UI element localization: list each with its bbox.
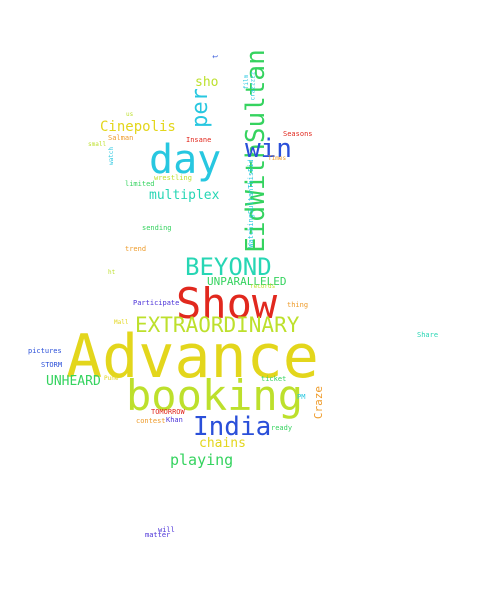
word-us: us xyxy=(126,111,134,118)
word-pune: Pune xyxy=(104,375,119,382)
word-participate: Participate xyxy=(133,299,180,307)
word-unparalleled: UNPARALLELED xyxy=(207,275,287,288)
word-sending: sending xyxy=(142,224,172,232)
word-khan: Khan xyxy=(166,416,183,424)
word-insane: Insane xyxy=(186,136,212,144)
word-small: small xyxy=(88,141,107,148)
word-playing: playing xyxy=(170,451,234,469)
word-t: t xyxy=(211,54,220,59)
word-trend: trend xyxy=(125,245,147,253)
word-storm: STORM xyxy=(41,361,63,369)
word-limited: limited xyxy=(125,180,155,188)
word-records: records xyxy=(250,283,276,290)
word-unheard: UNHEARD xyxy=(46,374,101,389)
word-chains: chains xyxy=(199,436,246,451)
word-watchingsultanthiseid: WatchingSultanThisEid xyxy=(246,159,255,248)
word-tomorrow: TOMORROW xyxy=(151,408,185,416)
word-booking: booking xyxy=(126,371,304,420)
word-ticket: ticket xyxy=(261,375,287,383)
word-beyond: BEYOND xyxy=(185,253,272,281)
word-per: per xyxy=(187,88,213,128)
word-pictures: pictures xyxy=(28,347,62,355)
word-film: film xyxy=(243,74,251,90)
word-salman: Salman xyxy=(108,134,134,142)
word-cinepolis: Cinepolis xyxy=(100,119,176,135)
word-ht: ht xyxy=(108,269,116,276)
word-seasons: Seasons xyxy=(283,130,313,138)
word-contest: contest xyxy=(136,417,166,425)
word-crazzzzz: crazzzzz xyxy=(249,71,257,101)
word-ready: ready xyxy=(271,424,293,432)
word-wrestling: wrestling xyxy=(154,174,192,182)
word-thing: thing xyxy=(287,301,309,309)
word-extraordinary: EXTRAORDINARY xyxy=(135,313,300,337)
word-win: win xyxy=(245,134,292,164)
word-matter: matter xyxy=(145,531,171,539)
word-multiplex: multiplex xyxy=(149,188,220,203)
word-day: day xyxy=(149,137,222,183)
word-times: Times xyxy=(268,155,287,162)
word-share: Share xyxy=(417,331,439,339)
word-india: India xyxy=(193,412,272,442)
word-pm: PM xyxy=(297,393,306,401)
word-show: Show xyxy=(176,279,278,328)
word-will: will xyxy=(158,526,175,534)
word-advance: Advance xyxy=(66,322,319,392)
word-craze: Craze xyxy=(312,385,326,420)
word-mall: Mall xyxy=(114,319,129,326)
word-watch: watch xyxy=(108,146,116,166)
word-sho: sho xyxy=(195,75,219,90)
